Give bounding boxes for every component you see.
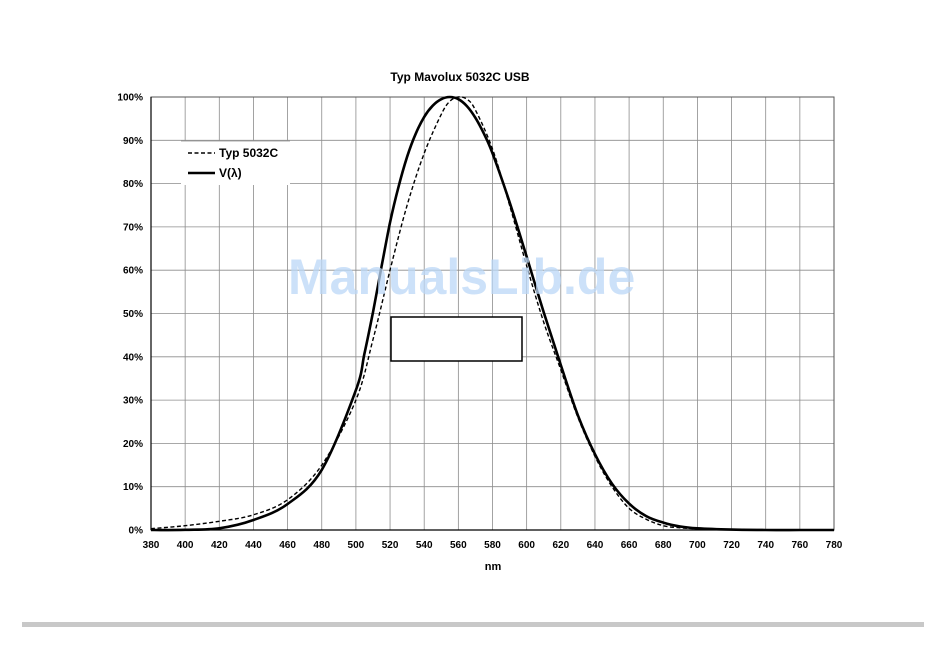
series-line-2 — [150, 95, 834, 532]
series-layer — [150, 95, 834, 532]
legend-box — [181, 141, 290, 185]
y-tick-labels: 0% 10% 20% 30% 40% 50% 60% 70% 80% 90% 100% — [117, 93, 143, 537]
x-tick-label: 720 — [723, 540, 740, 551]
x-tick-label: 640 — [587, 540, 604, 551]
y-tick-label: 0% — [129, 526, 144, 537]
watermark: ManualsLib.de — [288, 249, 636, 305]
legend-label: Typ 5032C — [219, 146, 278, 160]
x-tick-label: 540 — [416, 540, 433, 551]
x-tick-label: 380 — [143, 540, 160, 551]
x-tick-label: 620 — [552, 540, 569, 551]
y-tick-label: 100% — [117, 93, 143, 104]
x-tick-label: 740 — [757, 540, 774, 551]
y-tick-label: 20% — [123, 439, 143, 450]
x-tick-label: 460 — [279, 540, 296, 551]
x-tick-label: 480 — [313, 540, 330, 551]
y-tick-label: 90% — [123, 136, 143, 147]
x-tick-label: 680 — [655, 540, 672, 551]
y-tick-label: 80% — [123, 179, 143, 190]
x-tick-label: 700 — [689, 540, 706, 551]
y-tick-label: 60% — [123, 266, 143, 277]
x-tick-label: 520 — [382, 540, 399, 551]
legend: Typ 5032C V(λ) — [181, 140, 290, 185]
x-tick-label: 600 — [518, 540, 535, 551]
annotation-box — [390, 316, 523, 362]
chart-title: Typ Mavolux 5032C USB — [390, 70, 529, 84]
footer-divider — [22, 622, 924, 627]
x-tick-label: 560 — [450, 540, 467, 551]
y-tick-label: 70% — [123, 222, 143, 233]
x-tick-label: 660 — [621, 540, 638, 551]
x-tick-label: 780 — [826, 540, 843, 551]
legend-label: V(λ) — [219, 166, 242, 180]
x-tick-label: 760 — [792, 540, 809, 551]
x-axis-label: nm — [485, 561, 502, 573]
x-tick-labels: 380 400 420 440 460 480 500 520 540 560 580 600 620 6… — [143, 540, 843, 551]
x-tick-label: 580 — [484, 540, 501, 551]
y-tick-label: 30% — [123, 396, 143, 407]
x-tick-label: 400 — [177, 540, 194, 551]
x-tick-label: 440 — [245, 540, 262, 551]
y-tick-label: 10% — [123, 482, 143, 493]
x-tick-label: 500 — [348, 540, 365, 551]
y-tick-label: 50% — [123, 309, 143, 320]
y-tick-label: 40% — [123, 352, 143, 363]
x-tick-label: 420 — [211, 540, 228, 551]
